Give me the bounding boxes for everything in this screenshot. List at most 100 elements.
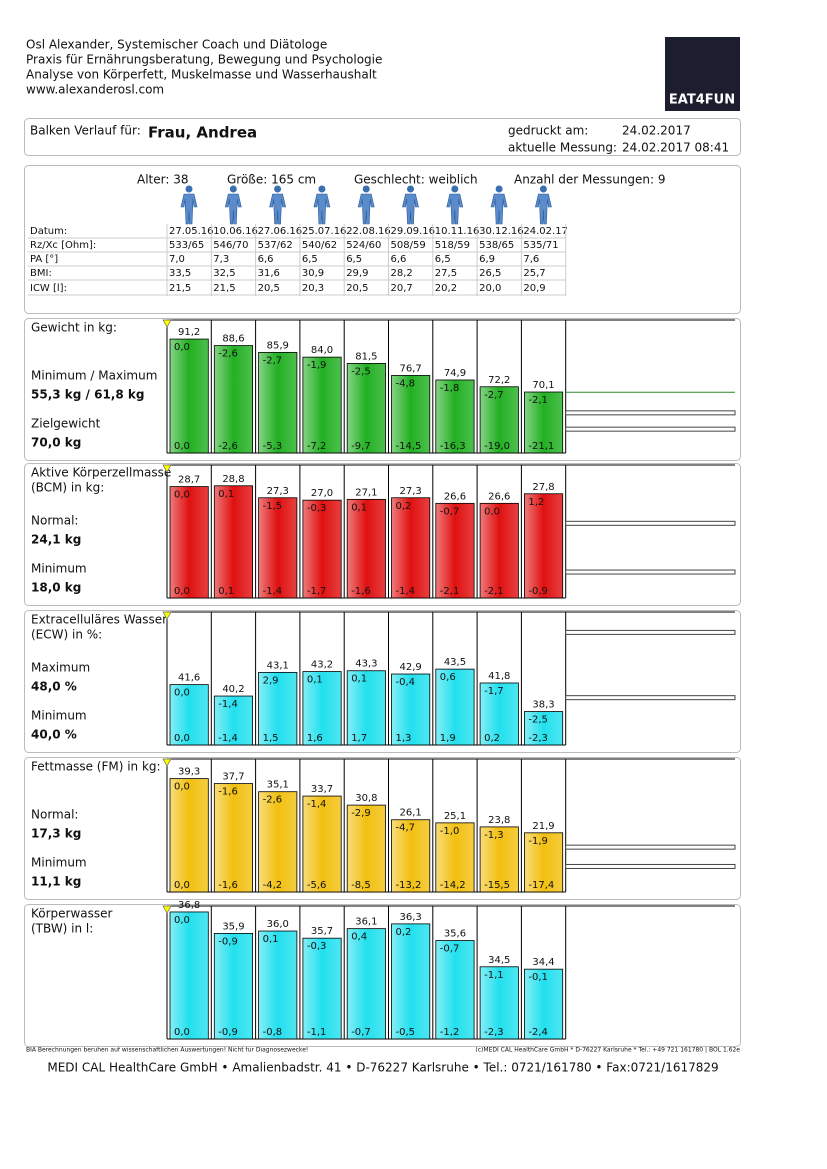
ref-line [565,695,736,701]
person-icon [446,185,464,225]
bar [258,351,298,454]
cell: 24.02.17 [523,226,568,237]
change-label: -0,1 [528,972,548,983]
cumulative-label: -1,4 [263,586,283,597]
value-label: 41,6 [178,673,200,684]
bar [346,363,386,454]
info: Größe: 165 cm [227,173,316,187]
change-label: 2,9 [263,675,279,686]
footer-note: (c)MEDI CAL HealthCare GmbH * D-76227 Ka… [475,1047,740,1054]
cell: 22.08.16 [346,226,391,237]
bar [346,928,386,1040]
value-label: 43,5 [444,657,466,668]
value-label: 36,3 [400,912,422,923]
cumulative-label: -2,1 [440,586,460,597]
chart-panel [24,318,741,461]
cell: 7,3 [213,254,229,265]
bar [169,486,209,599]
value-label: 23,8 [488,815,510,826]
change-label: 0,0 [174,915,190,926]
change-label: 0,4 [351,932,367,943]
cumulative-label: 1,3 [396,733,412,744]
cell: 33,5 [169,268,191,279]
person-icon [180,185,198,225]
ref-line [565,410,736,416]
cell: 25,7 [523,268,545,279]
chart-title: Extracelluläres Wasser [31,613,167,627]
chart-title: (ECW) in %: [31,628,102,642]
bar [524,968,564,1040]
value-label: 27,3 [400,486,422,497]
info: Anzahl der Messungen: 9 [514,173,666,187]
cumulative-label: 1,5 [263,733,279,744]
change-label: 0,2 [396,501,412,512]
footer-address: MEDI CAL HealthCare GmbH • Amalienbadstr… [47,1061,718,1075]
value-label: 33,7 [311,784,333,795]
note-label: Maximum [31,661,90,675]
change-label: 0,1 [351,502,367,513]
chart-title: Körperwasser [31,907,113,921]
patient-box [24,118,741,156]
value-label: 34,4 [532,957,554,968]
header-line: Analyse von Körperfett, Muskelmasse und … [26,68,377,82]
bar [169,338,209,454]
change-label: -0,3 [307,503,327,514]
cumulative-label: -14,2 [440,880,466,891]
change-label: -0,9 [218,936,238,947]
change-label: 0,0 [484,506,500,517]
chart-panel [24,757,741,900]
change-label: -1,4 [307,799,327,810]
value-label: 40,2 [222,684,244,695]
value-label: 35,6 [444,929,466,940]
value-label: 28,8 [222,474,244,485]
change-label: 1,2 [528,497,544,508]
value-label: 43,2 [311,660,333,671]
bar [479,966,519,1040]
cell: 535/71 [523,240,558,251]
value-label: 26,6 [444,491,466,502]
cumulative-label: -2,1 [484,586,504,597]
note-label: Normal: [31,514,78,528]
bar [391,819,431,893]
change-label: -2,1 [528,395,548,406]
value-label: 42,9 [400,662,422,673]
cumulative-label: -0,9 [218,1027,238,1038]
cumulative-label: 0,0 [174,733,190,744]
value-label: 85,9 [267,340,289,351]
cell: 518/59 [435,240,470,251]
cell: 6,5 [302,254,318,265]
cumulative-label: -2,6 [218,441,238,452]
cell: 20,5 [346,283,368,294]
cumulative-label: 0,1 [218,586,234,597]
cumulative-label: -2,4 [528,1027,548,1038]
chart-panel [24,463,741,606]
note-value: 11,1 kg [31,875,81,889]
change-label: -2,5 [351,366,371,377]
bar [346,804,386,893]
footer-note: BIA Berechnungen beruhen auf wissenschaf… [26,1047,308,1054]
cell: 29.09.16 [391,226,436,237]
value-label: 81,5 [355,351,377,362]
bar [213,485,254,599]
cumulative-label: -14,5 [396,441,422,452]
person-icon [225,185,242,225]
bar [391,673,431,746]
change-label: -1,8 [440,383,460,394]
cumulative-label: -5,3 [263,441,283,452]
bar [346,670,386,746]
bar [391,375,431,454]
value: 24.02.2017 08:41 [622,141,729,155]
note-label: Minimum [31,856,87,870]
cumulative-label: -0,9 [528,586,548,597]
change-label: -0,4 [396,677,416,688]
cell: 26,5 [479,268,501,279]
cell: 7,0 [169,254,185,265]
change-label: -4,8 [396,378,416,389]
cumulative-label: -8,5 [351,880,371,891]
bar [435,502,475,599]
header-line: www.alexanderosl.com [26,83,164,97]
chart-title: (TBW) in l: [31,922,93,936]
cell: 546/70 [213,240,248,251]
change-label: -1,1 [484,970,504,981]
info: Geschlecht: weiblich [354,173,478,187]
